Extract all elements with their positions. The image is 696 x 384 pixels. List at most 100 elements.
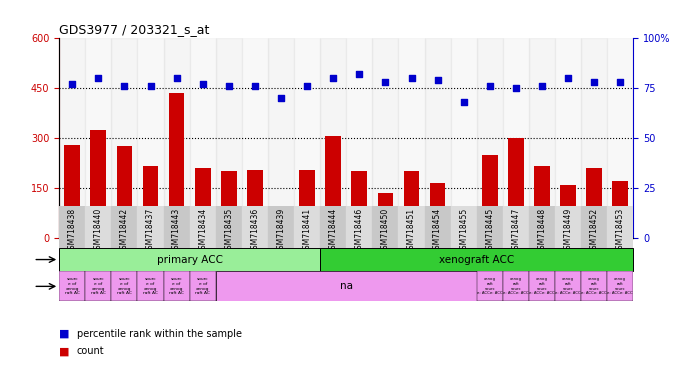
Bar [268, 38, 294, 238]
Bar [294, 206, 320, 248]
Bar [477, 38, 503, 238]
Text: ■: ■ [59, 329, 70, 339]
Bar [451, 206, 477, 248]
Bar [456, 219, 472, 238]
Bar [477, 271, 503, 301]
Bar [242, 38, 268, 238]
Point [484, 83, 496, 89]
Bar [378, 193, 393, 238]
Text: sourc
e of
xenog
raft AC: sourc e of xenog raft AC [143, 278, 158, 295]
Bar [560, 185, 576, 238]
Point [301, 83, 313, 89]
Bar [164, 38, 189, 238]
Text: GSM718449: GSM718449 [564, 208, 573, 254]
Point [380, 79, 391, 85]
Point [406, 75, 417, 81]
Text: GSM718442: GSM718442 [120, 208, 129, 254]
Bar [242, 206, 268, 248]
Point [119, 83, 130, 89]
Bar [555, 206, 581, 248]
Bar [482, 155, 498, 238]
Text: GSM718447: GSM718447 [512, 208, 521, 254]
Bar [59, 38, 86, 238]
Bar [404, 171, 419, 238]
Text: ■: ■ [59, 346, 70, 356]
Bar [143, 166, 159, 238]
Bar [372, 206, 398, 248]
Text: xenograft ACC: xenograft ACC [439, 255, 514, 265]
Bar [503, 38, 529, 238]
Text: xenog
raft
sourc
e: ACCe: ACC: xenog raft sourc e: ACCe: ACC [581, 278, 607, 295]
Bar [451, 38, 477, 238]
Bar [189, 271, 216, 301]
Bar [425, 38, 451, 238]
Text: GSM718438: GSM718438 [68, 208, 77, 254]
Text: GSM718443: GSM718443 [172, 208, 181, 254]
Bar [247, 170, 263, 238]
Bar [581, 206, 608, 248]
Bar [325, 136, 341, 238]
Text: sourc
e of
xenog
raft AC: sourc e of xenog raft AC [117, 278, 132, 295]
Bar [138, 271, 164, 301]
Point [328, 75, 339, 81]
Bar [65, 145, 80, 238]
Text: GSM718450: GSM718450 [381, 208, 390, 254]
Point [145, 83, 156, 89]
Bar [535, 166, 550, 238]
Text: GSM718445: GSM718445 [485, 208, 494, 254]
Text: percentile rank within the sample: percentile rank within the sample [77, 329, 242, 339]
Text: GSM718441: GSM718441 [303, 208, 312, 254]
Bar [221, 171, 237, 238]
Bar [164, 206, 189, 248]
Text: sourc
e of
xenog
raft AC: sourc e of xenog raft AC [91, 278, 106, 295]
Text: na: na [340, 281, 353, 291]
Bar [90, 130, 106, 238]
Bar [111, 38, 138, 238]
Bar [86, 38, 111, 238]
Bar [555, 271, 581, 301]
Point [171, 75, 182, 81]
Point [589, 79, 600, 85]
Point [249, 83, 260, 89]
Point [223, 83, 235, 89]
Bar [581, 38, 608, 238]
Bar [138, 206, 164, 248]
Text: xenog
raft
sourc
e: ACCe: ACC: xenog raft sourc e: ACCe: ACC [555, 278, 581, 295]
Point [537, 83, 548, 89]
Bar [189, 206, 216, 248]
Text: GSM718446: GSM718446 [355, 208, 364, 254]
Bar [320, 248, 633, 271]
Point [458, 99, 469, 105]
Bar [586, 168, 602, 238]
Bar [372, 38, 398, 238]
Bar [320, 206, 347, 248]
Text: count: count [77, 346, 104, 356]
Bar [216, 271, 477, 301]
Bar [612, 181, 628, 238]
Text: GSM718454: GSM718454 [433, 208, 442, 254]
Bar [294, 38, 320, 238]
Point [67, 81, 78, 87]
Bar [59, 206, 86, 248]
Text: GSM718452: GSM718452 [590, 208, 599, 254]
Text: GSM718440: GSM718440 [94, 208, 103, 254]
Bar [111, 206, 138, 248]
Bar [216, 38, 242, 238]
Bar [86, 206, 111, 248]
Bar [347, 206, 372, 248]
Bar [117, 146, 132, 238]
Bar [608, 271, 633, 301]
Bar [299, 170, 315, 238]
Text: GSM718434: GSM718434 [198, 208, 207, 254]
Bar [268, 206, 294, 248]
Point [93, 75, 104, 81]
Bar [351, 171, 367, 238]
Text: xenog
raft
sourc
e: ACCe: ACC: xenog raft sourc e: ACCe: ACC [608, 278, 633, 295]
Bar [529, 38, 555, 238]
Text: GSM718455: GSM718455 [459, 208, 468, 254]
Bar [581, 271, 608, 301]
Bar [169, 93, 184, 238]
Text: sourc
e of
xenog
raft AC: sourc e of xenog raft AC [65, 278, 79, 295]
Text: xenog
raft
sourc
e: ACCe: ACC: xenog raft sourc e: ACCe: ACC [503, 278, 529, 295]
Bar [503, 271, 529, 301]
